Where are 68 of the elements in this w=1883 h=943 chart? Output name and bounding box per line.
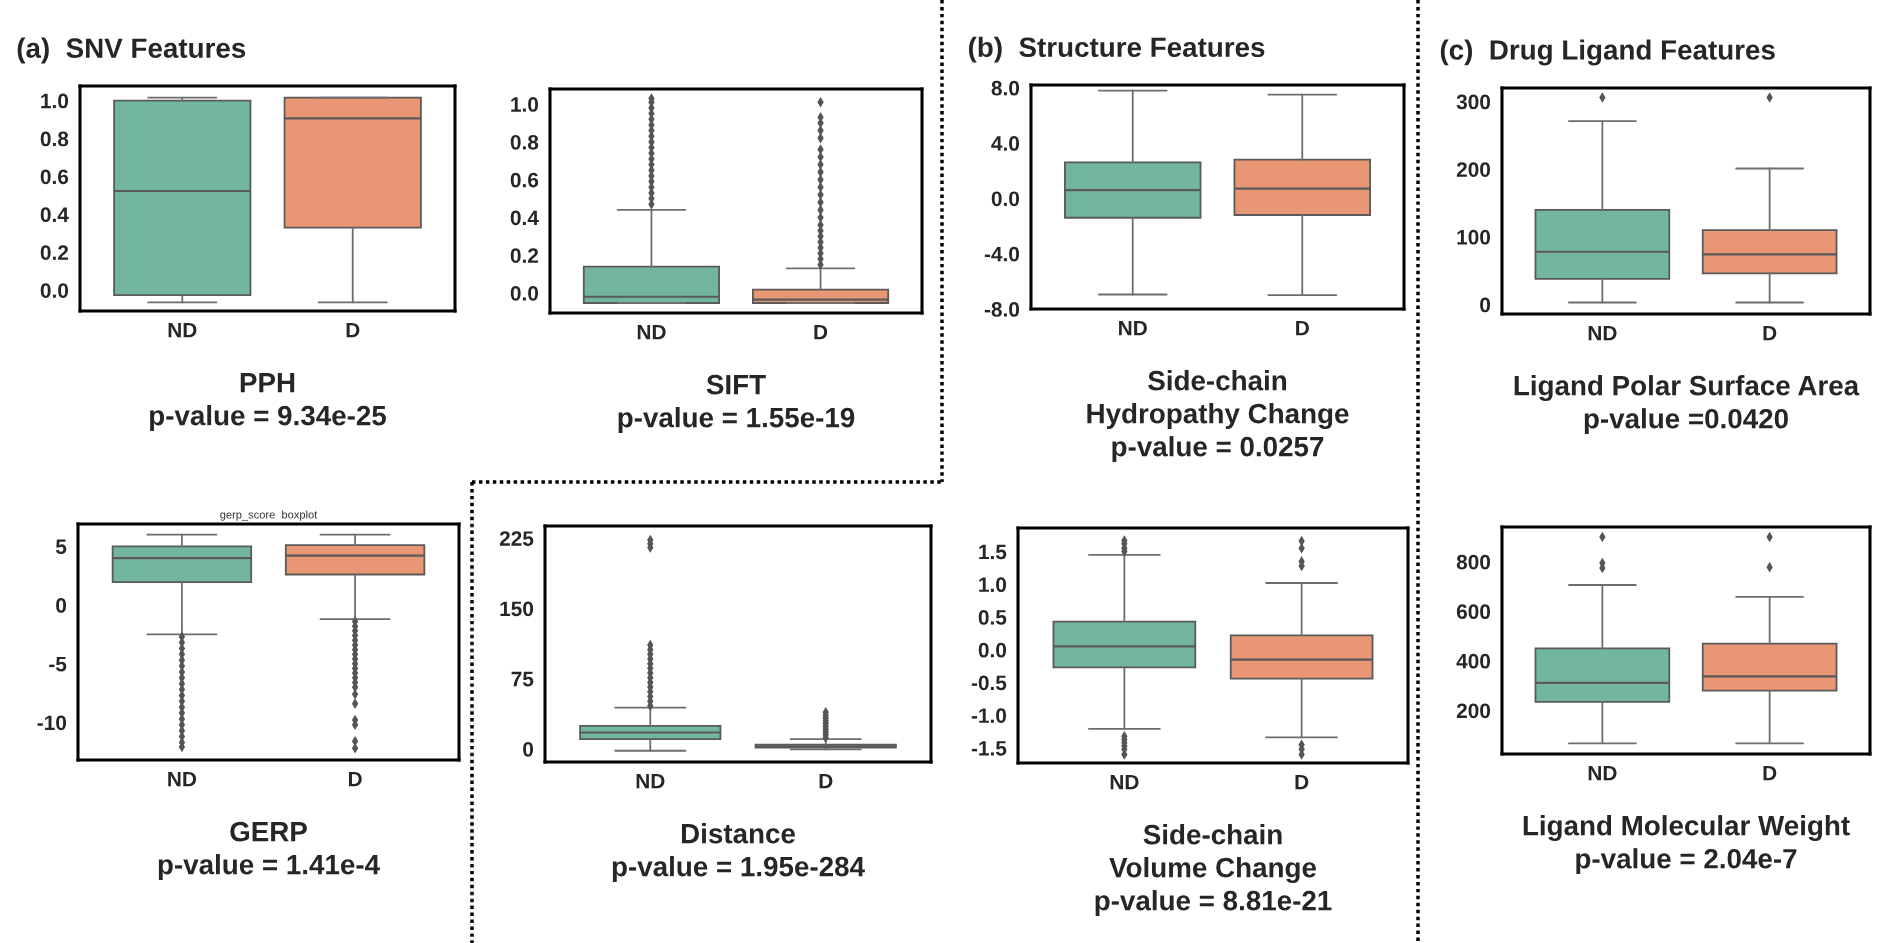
text: (c) Drug Ligand Features	[1440, 39, 1775, 66]
y-tick-label: 0.2	[510, 248, 539, 263]
y-tick-label: 200	[1456, 162, 1491, 177]
x-tick-label: ND	[168, 771, 197, 787]
y-tick-label: 0.0	[510, 285, 539, 301]
y-tick-label: 0	[1480, 297, 1491, 313]
y-tick-label: 150	[500, 601, 534, 617]
chart-title: gerp_score boxplot	[220, 510, 318, 521]
y-tick-label: 0.4	[40, 207, 69, 223]
y-tick-label: 0	[523, 741, 534, 757]
y-tick-label: 100	[1457, 229, 1491, 245]
y-tick-label: 0.8	[40, 131, 69, 147]
text: (b) Structure Features	[968, 36, 1265, 63]
y-tick-label: 1.5	[979, 544, 1007, 560]
x-tick-label: ND	[637, 324, 666, 340]
x-axis-title: Ligand Polar Surface Area p-value =0.0420	[1514, 375, 1860, 435]
y-tick-label: 0	[56, 598, 67, 613]
y-tick-label: 5	[55, 539, 67, 555]
x-tick-label: D	[1763, 765, 1777, 781]
x-axis-title: SIFT p-value = 1.55e-19	[618, 374, 855, 433]
y-tick-label: 800	[1456, 554, 1491, 570]
x-tick-label: ND	[168, 322, 197, 338]
y-tick-label: 600	[1456, 604, 1491, 620]
y-tick-label: -8.0	[984, 302, 1020, 317]
y-tick-label: 0.5	[978, 610, 1007, 625]
y-tick-label: 300	[1456, 94, 1491, 110]
x-tick-label: ND	[1119, 320, 1147, 336]
y-tick-label: 1.0	[979, 577, 1007, 593]
x-axis-title: Distance p-value = 1.95e-284	[612, 823, 865, 882]
y-tick-label: -4.0	[984, 246, 1020, 262]
y-tick-label: 8.0	[991, 80, 1020, 96]
y-tick-label: 0.8	[510, 134, 539, 150]
y-tick-label: 0.2	[40, 245, 69, 260]
y-tick-label: -1.5	[971, 741, 1007, 756]
y-tick-label: 0.6	[510, 172, 539, 188]
x-tick-label: ND	[636, 773, 665, 789]
x-tick-label: ND	[1588, 325, 1617, 341]
x-axis-title: Side-chain Volume Change p-value = 8.81e-21	[1095, 824, 1332, 916]
x-tick-label: D	[1295, 774, 1309, 790]
x-tick-label: D	[814, 324, 828, 340]
text: (a) SNV Features	[17, 37, 246, 64]
y-tick-label: -5	[49, 656, 67, 672]
y-tick-label: 0.0	[978, 642, 1007, 658]
y-tick-label: 0.0	[40, 283, 69, 298]
y-tick-label: -0.5	[971, 675, 1007, 691]
x-axis-title: Side-chain Hydropathy Change p-value = 0.0257	[1087, 370, 1349, 462]
x-tick-label: D	[1763, 325, 1777, 341]
x-axis-title: GERP p-value = 1.41e-4	[158, 821, 380, 880]
y-tick-label: 75	[511, 671, 534, 687]
y-tick-label: 1.0	[41, 93, 69, 109]
x-tick-label: ND	[1110, 774, 1139, 790]
y-tick-label: 0.4	[510, 210, 539, 226]
y-tick-label: 1.0	[511, 97, 539, 112]
y-tick-label: 4.0	[991, 136, 1020, 151]
x-tick-label: D	[346, 322, 360, 338]
y-tick-label: -1.0	[971, 708, 1007, 723]
x-tick-label: D	[348, 771, 362, 787]
y-tick-label: 400	[1456, 653, 1491, 669]
x-tick-label: D	[819, 773, 833, 789]
y-tick-label: -10	[37, 715, 67, 731]
y-tick-label: 0.6	[40, 169, 69, 185]
y-tick-label: 200	[1456, 703, 1491, 719]
y-tick-label: 0.0	[991, 191, 1020, 207]
x-axis-title: Ligand Molecular Weight p-value = 2.04e-7	[1523, 815, 1850, 875]
x-tick-label: ND	[1588, 765, 1617, 781]
x-axis-title: PPH p-value = 9.34e-25	[150, 373, 387, 431]
y-tick-label: 225	[499, 531, 534, 546]
x-tick-label: D	[1296, 320, 1309, 336]
